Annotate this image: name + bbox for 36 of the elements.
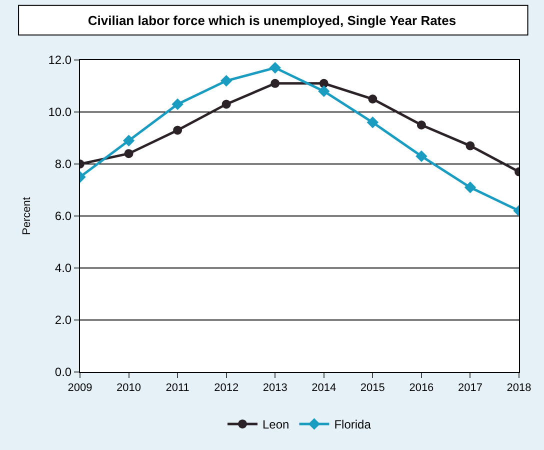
point [416,150,428,162]
x-tick-label: 2018 [506,382,532,394]
y-axis-title: Percent [20,197,33,235]
x-tick-label: 2011 [166,382,190,394]
point [318,85,330,98]
y-tick-label: 12.0 [48,53,72,68]
y-tick-label: 10.0 [48,105,72,120]
point [222,100,231,109]
point [122,134,135,146]
point [173,126,182,135]
point [368,94,378,104]
point [416,120,426,130]
y-tick-label: 0.0 [54,365,72,380]
x-tick-label: 2010 [116,382,142,394]
x-tick-label: 2017 [458,382,482,394]
point [270,78,280,88]
point [466,141,475,150]
x-tick-label: 2014 [312,382,336,394]
y-tick-label: 2.0 [54,313,72,328]
y-tick-label: 4.0 [54,261,72,276]
y-tick-label: 6.0 [54,209,72,224]
point [220,74,232,87]
chart-title: Civilian labor force which is unemployed, Single Year Rates [88,12,456,28]
point [366,116,379,128]
x-tick-label: 2015 [360,382,385,394]
point [124,149,134,158]
legend-label: Leon [262,418,290,432]
point [172,98,184,110]
x-tick-label: 2012 [214,382,239,394]
x-tick-label: 2009 [68,382,92,394]
x-tick-label: 2013 [262,382,288,394]
point [269,62,281,74]
legend-label: Florida [334,418,372,432]
x-tick-label: 2016 [409,382,434,394]
point [464,182,476,194]
y-tick-label: 8.0 [54,157,72,172]
